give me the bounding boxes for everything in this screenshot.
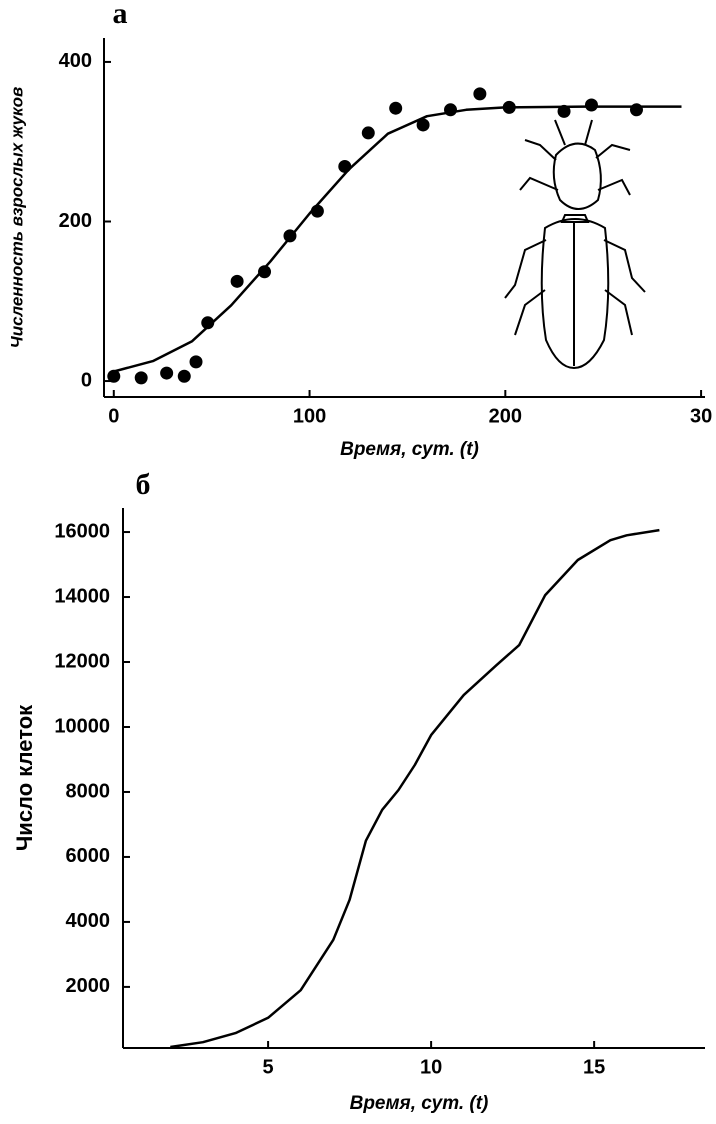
fit-curve (113, 105, 682, 373)
y-tick-label: 400 (59, 50, 92, 72)
x-tick-label: 30 (690, 405, 712, 427)
data-point (189, 355, 203, 369)
data-point (338, 159, 352, 173)
data-point (502, 100, 516, 114)
y-tick-label: 6000 (66, 845, 111, 867)
x-tick-label: 10 (420, 1056, 442, 1078)
y-tick-label: 0 (81, 369, 92, 391)
y-tick-label: 4000 (66, 910, 111, 932)
y-axis-label: Число клеток (12, 704, 37, 851)
data-line (170, 528, 660, 1049)
data-point (283, 229, 297, 243)
y-axis-label: Численность взрослых жуков (7, 87, 26, 349)
data-point (389, 101, 403, 115)
data-point (557, 104, 571, 118)
data-point (361, 126, 375, 140)
data-point (177, 369, 191, 383)
x-tick-label: 15 (583, 1056, 605, 1078)
x-tick-label: 5 (263, 1056, 274, 1078)
data-point (310, 204, 324, 218)
data-point (134, 371, 148, 385)
data-point (160, 366, 174, 380)
data-point (473, 87, 487, 101)
y-tick-label: 200 (59, 210, 92, 232)
data-point (230, 274, 244, 288)
data-point (584, 98, 598, 112)
y-tick-label: 12000 (54, 650, 110, 672)
x-tick-label: 0 (108, 405, 119, 427)
y-tick-label: 2000 (66, 975, 111, 997)
x-axis-label: Время, сут. (t) (340, 439, 479, 460)
panel-label: а (113, 0, 128, 30)
y-tick-label: 10000 (54, 715, 110, 737)
data-point (258, 265, 272, 279)
y-tick-label: 16000 (54, 520, 110, 542)
x-tick-label: 200 (489, 405, 522, 427)
x-tick-label: 100 (293, 405, 326, 427)
beetle-illustration (504, 119, 646, 370)
y-tick-label: 14000 (54, 585, 110, 607)
data-point (416, 118, 430, 132)
data-point (444, 103, 458, 117)
panel-label: б (136, 468, 151, 501)
data-point (629, 103, 643, 117)
y-tick-label: 8000 (66, 780, 111, 802)
data-point (107, 369, 121, 383)
x-axis-label: Время, сут. (t) (350, 1093, 489, 1114)
data-point (201, 316, 215, 330)
